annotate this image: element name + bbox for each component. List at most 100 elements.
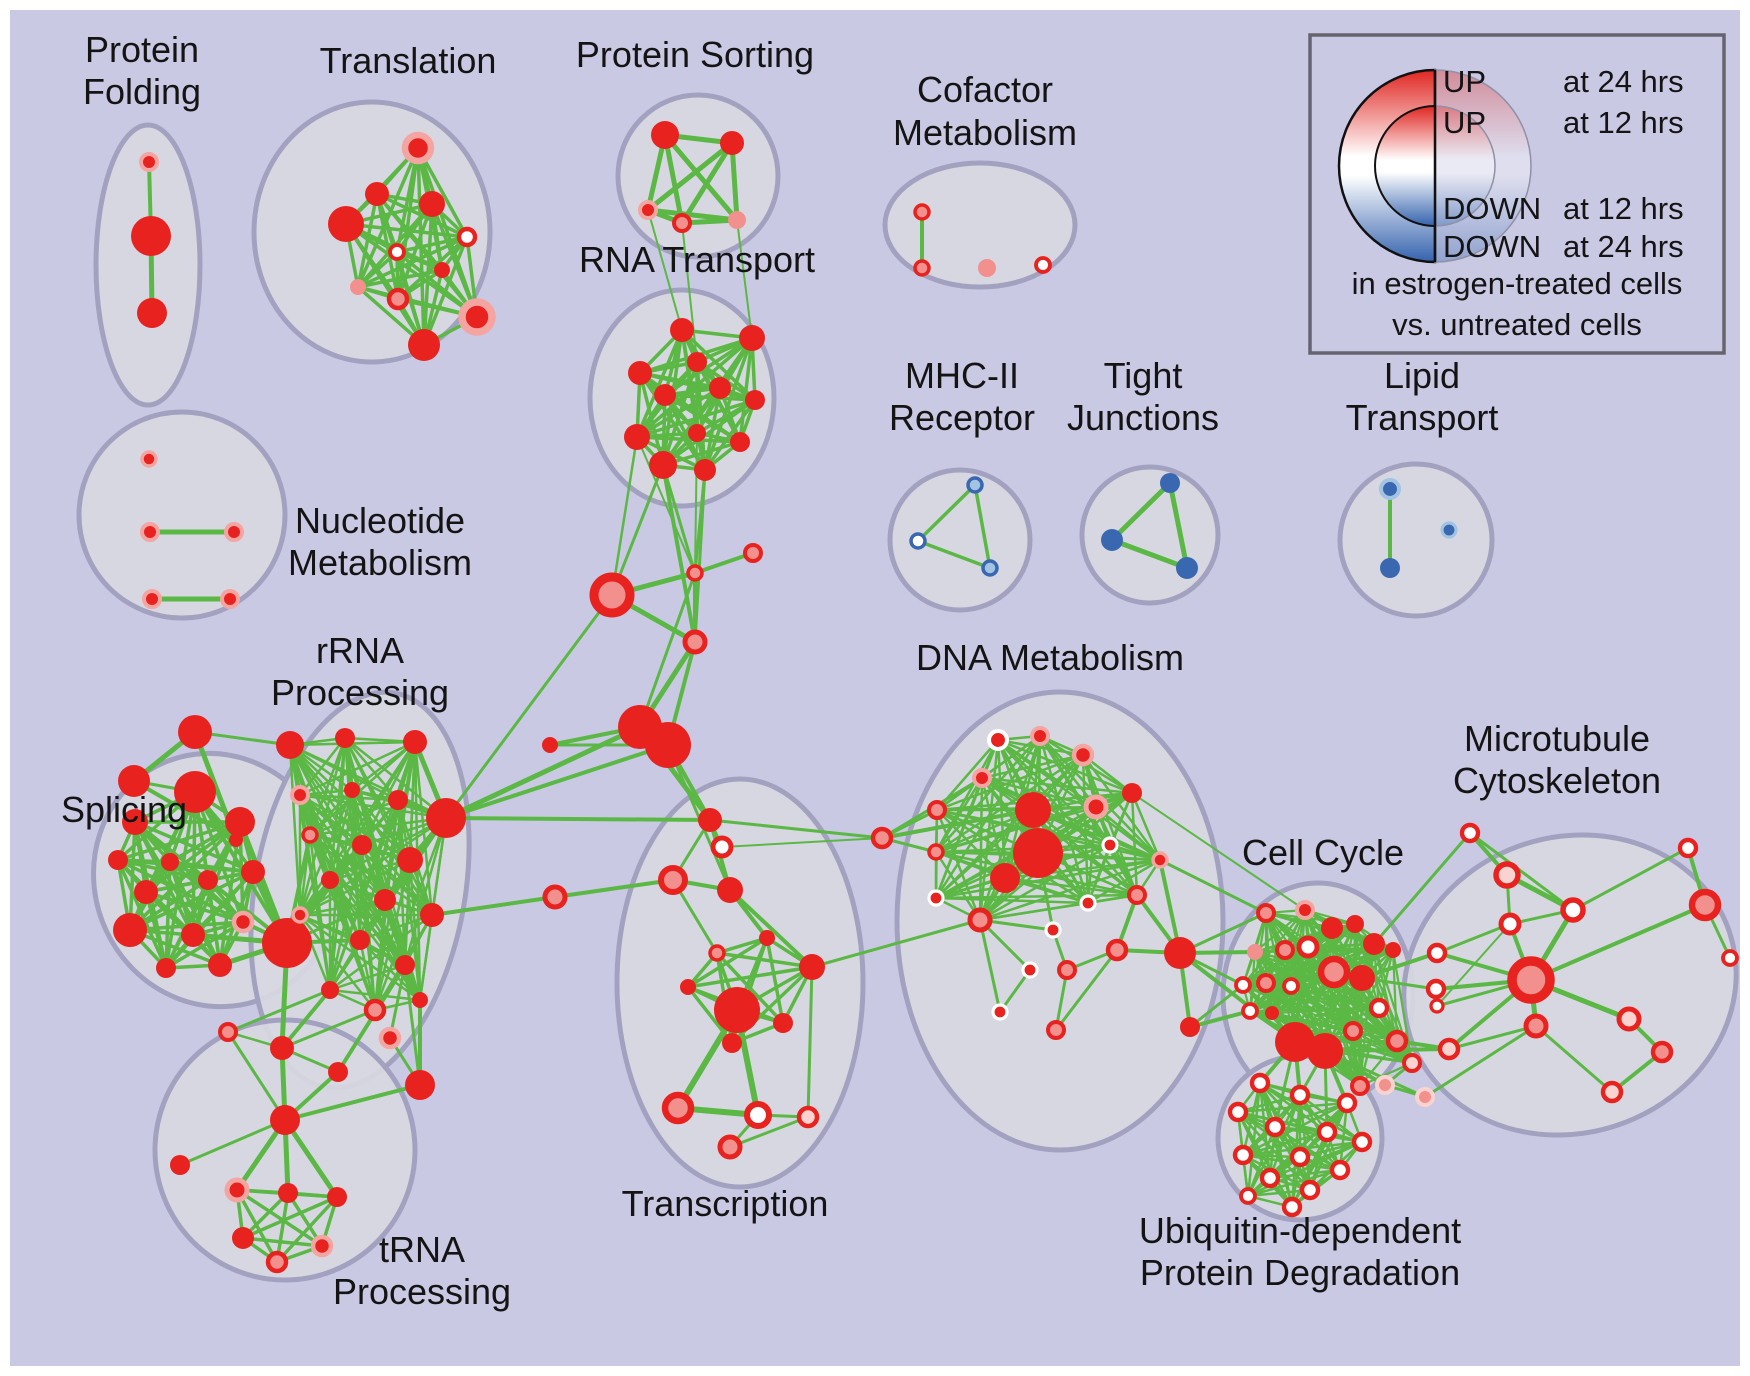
edge — [388, 963, 407, 1040]
edge — [444, 743, 670, 820]
node-txB — [710, 835, 734, 859]
legend-timepoint-ring — [1434, 105, 1496, 227]
node-h1 — [686, 564, 704, 582]
edge — [373, 898, 387, 1012]
edge — [661, 463, 697, 644]
edge — [661, 463, 697, 575]
edge — [980, 776, 1134, 795]
edge — [1468, 831, 1575, 912]
node-d11 — [1013, 828, 1063, 878]
edge — [328, 878, 407, 967]
node-nm1 — [140, 450, 158, 468]
edge — [1081, 753, 1090, 905]
edge — [679, 140, 735, 226]
edge — [1323, 1047, 1451, 1053]
edge — [358, 938, 377, 1012]
cluster-label-trna-processing: tRNA — [379, 1229, 465, 1270]
node-s13 — [208, 953, 232, 977]
edge — [721, 837, 883, 848]
node-r18 — [363, 998, 387, 1022]
node-cm3 — [978, 259, 996, 277]
edge — [408, 858, 422, 1002]
node-txC — [658, 865, 688, 895]
cluster-label-transcription: Transcription — [622, 1183, 829, 1224]
node-u9 — [1289, 1146, 1311, 1168]
edge — [1130, 791, 1139, 897]
edge — [396, 202, 434, 301]
edge — [553, 878, 675, 899]
edge — [1094, 805, 1162, 862]
node-u4 — [1227, 1101, 1249, 1123]
node-rt6 — [709, 377, 731, 399]
node-cc2 — [1295, 900, 1315, 920]
cluster-label-trna-processing: Processing — [333, 1271, 511, 1312]
edge — [1360, 951, 1439, 980]
node-s1 — [174, 771, 216, 813]
legend-time-label: at 24 hrs — [1563, 229, 1684, 264]
node-cc18 — [1307, 1033, 1343, 1069]
node-d10 — [1015, 792, 1051, 828]
cluster-label-microtubule-cytoskeleton: Microtubule — [1464, 718, 1650, 759]
node-tn6 — [232, 1227, 254, 1249]
node-cc23 — [1350, 1076, 1370, 1096]
edge — [403, 816, 448, 967]
edge — [328, 858, 412, 882]
edge — [308, 833, 434, 917]
node-cc19 — [1343, 1021, 1363, 1041]
edge — [328, 736, 347, 992]
edge — [1372, 942, 1399, 1043]
node-mt9 — [1677, 837, 1699, 859]
legend-direction-label: UP — [1443, 105, 1486, 140]
node-rt7 — [745, 390, 765, 410]
cluster-label-translation: Translation — [320, 40, 497, 81]
edge — [916, 539, 992, 570]
node-cc9 — [1296, 935, 1320, 959]
node-mt15 — [1415, 1087, 1435, 1107]
node-u8 — [1232, 1144, 1254, 1166]
cluster-label-cofactor-metabolism: Metabolism — [893, 112, 1077, 153]
cluster-label-rrna-processing: rRNA — [316, 630, 404, 671]
node-x2 — [118, 765, 150, 797]
edge — [416, 146, 469, 239]
edge — [661, 398, 757, 467]
edge — [168, 860, 255, 874]
nodes — [108, 121, 1739, 1274]
edge — [663, 393, 757, 402]
node-t11 — [408, 329, 440, 361]
edge — [275, 1195, 339, 1264]
edge — [934, 858, 1162, 900]
node-u14 — [1281, 1196, 1303, 1218]
node-tb2 — [270, 1036, 294, 1060]
node-cm1 — [913, 203, 931, 221]
node-u11 — [1259, 1167, 1281, 1189]
cluster-ellipse-nucleotide-metabolism — [76, 409, 288, 621]
node-ps1 — [651, 121, 679, 149]
cluster-label-nucleotide-metabolism: Nucleotide — [295, 500, 465, 541]
node-t2 — [365, 182, 389, 206]
edge — [647, 209, 683, 331]
cluster-label-lipid-transport: Transport — [1346, 397, 1499, 438]
cluster-label-microtubule-cytoskeleton: Cytoskeleton — [1453, 760, 1661, 801]
edge — [1571, 846, 1690, 912]
node-tb5 — [405, 1070, 435, 1100]
edge — [715, 951, 814, 969]
node-s4 — [108, 850, 128, 870]
node-m0d — [1459, 822, 1481, 844]
node-r14 — [420, 903, 444, 927]
cluster-label-ubiquitin-degradation: Ubiquitin-dependent — [1139, 1210, 1461, 1251]
edge — [729, 140, 740, 223]
node-txE — [542, 884, 568, 910]
node-txD — [717, 877, 743, 903]
edge — [610, 435, 639, 597]
node-tn7 — [310, 1234, 334, 1258]
node-tb1 — [218, 1022, 238, 1042]
node-cc12 — [1234, 976, 1252, 994]
edge — [275, 1191, 290, 1264]
node-mh1 — [966, 476, 984, 494]
node-nm4 — [142, 589, 162, 609]
node-s5 — [161, 853, 179, 871]
edge — [298, 736, 347, 797]
node-f1 — [870, 826, 894, 850]
node-cc7 — [1247, 944, 1263, 960]
